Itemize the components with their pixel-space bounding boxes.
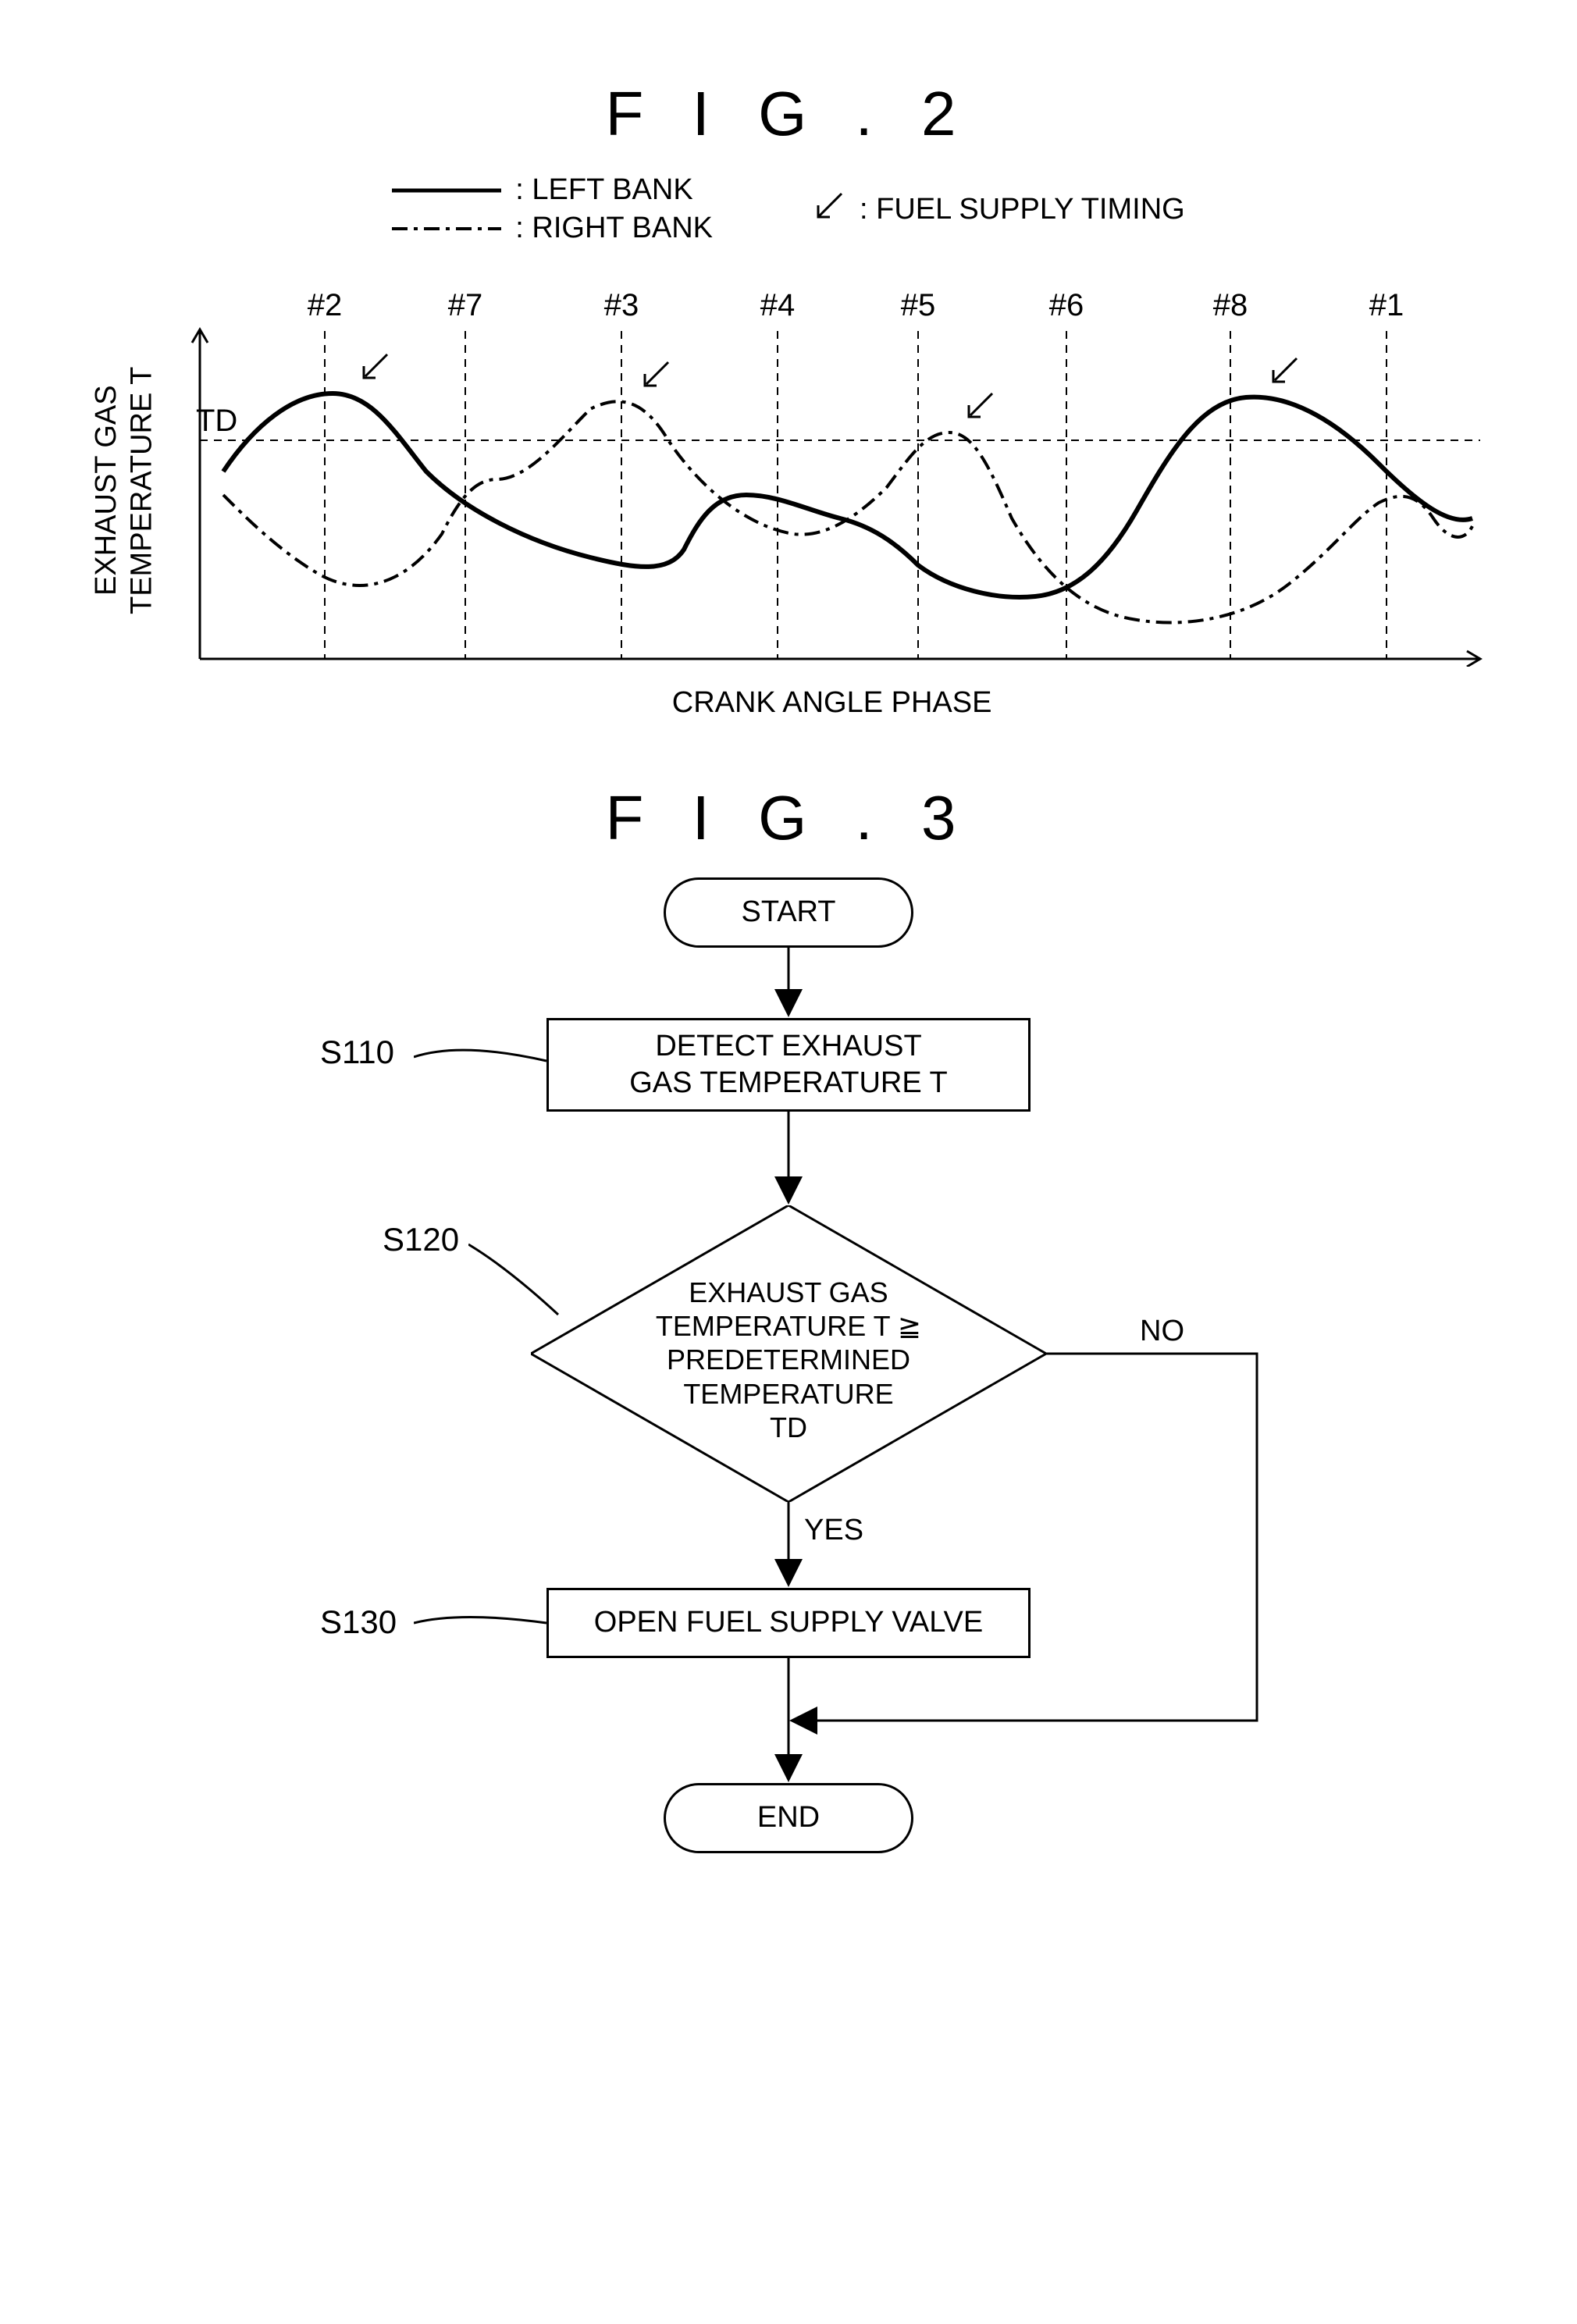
legend-left-bank-label: : LEFT BANK (515, 173, 692, 207)
legend-solid-line (392, 187, 501, 194)
legend-fuel-timing-label: : FUEL SUPPLY TIMING (860, 193, 1185, 226)
s120-connector-line (468, 1229, 562, 1322)
svg-text:#2: #2 (307, 288, 342, 322)
flowchart-s110-box: DETECT EXHAUST GAS TEMPERATURE T (546, 1018, 1031, 1112)
figure-2-section: F I G . 2 : LEFT BANK : RIGHT BANK : FUE… (31, 78, 1546, 720)
flowchart-s110-label: S110 (320, 1034, 394, 1071)
flowchart-s120-text: EXHAUST GAS TEMPERATURE T ≧ PREDETERMINE… (617, 1276, 960, 1444)
flowchart-s130-box: OPEN FUEL SUPPLY VALVE (546, 1588, 1031, 1658)
flowchart-s120-label: S120 (383, 1221, 459, 1258)
legend-right-bank-label: : RIGHT BANK (515, 212, 713, 245)
legend-dash-line (392, 226, 501, 232)
chart-container: EXHAUST GASTEMPERATURE T #2#7#3#4#5#6#8#… (31, 261, 1546, 720)
s130-connector-line (414, 1603, 554, 1642)
s110-connector-line (414, 1034, 554, 1080)
y-axis-label: EXHAUST GASTEMPERATURE T (89, 261, 160, 720)
legend-right-bank: : RIGHT BANK (392, 212, 713, 245)
svg-text:#4: #4 (760, 288, 795, 322)
exhaust-temp-chart: #2 #7 #3 #4 #5 #6 #8 #1 TD (176, 261, 1488, 667)
flowchart-s130-label: S130 (320, 1603, 397, 1641)
svg-text:#5: #5 (900, 288, 935, 322)
legend-left-bank: : LEFT BANK (392, 173, 713, 207)
figure-3-section: F I G . 3 START DETECT EXHAUST GAS TEMPE… (31, 782, 1546, 1892)
x-axis-label: CRANK ANGLE PHASE (176, 686, 1488, 720)
svg-text:#1: #1 (1369, 288, 1404, 322)
svg-text:#6: #6 (1048, 288, 1084, 322)
svg-text:#3: #3 (603, 288, 639, 322)
flowchart-yes-label: YES (804, 1514, 863, 1547)
chart-svg-wrap: #2 #7 #3 #4 #5 #6 #8 #1 TD CRANK ANGLE PHASE (176, 261, 1488, 720)
fig2-title: F I G . 2 (31, 78, 1546, 150)
flowchart-container: START DETECT EXHAUST GAS TEMPERATURE T S… (203, 877, 1374, 1892)
legend-lines-col: : LEFT BANK : RIGHT BANK (392, 173, 713, 245)
flowchart-end: END (664, 1783, 913, 1853)
legend-fuel-timing: : FUEL SUPPLY TIMING (806, 173, 1185, 245)
legend-arrow-icon (806, 190, 845, 229)
svg-text:#8: #8 (1212, 288, 1248, 322)
svg-text:TD: TD (196, 404, 237, 438)
flowchart-no-label: NO (1140, 1315, 1184, 1348)
chart-legend: : LEFT BANK : RIGHT BANK : FUEL SUPPLY T… (31, 173, 1546, 245)
svg-text:#7: #7 (447, 288, 482, 322)
flowchart-start: START (664, 877, 913, 948)
fig3-title: F I G . 3 (31, 782, 1546, 854)
